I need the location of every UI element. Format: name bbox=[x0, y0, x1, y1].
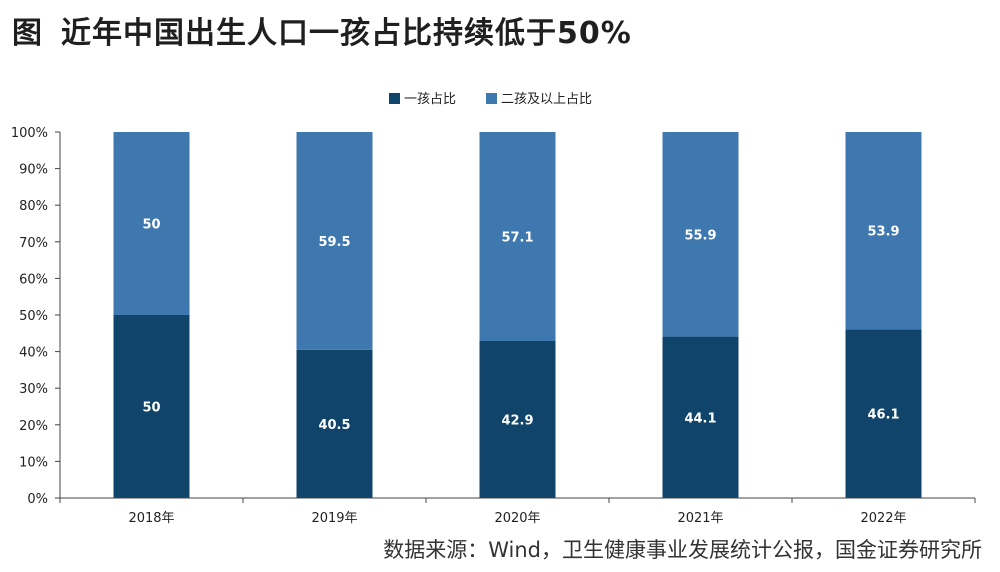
figure-label: 图 bbox=[12, 16, 43, 51]
y-tick-label: 30% bbox=[19, 382, 48, 397]
bar-segment-first-child bbox=[479, 340, 556, 498]
legend: 一孩占比 二孩及以上占比 bbox=[389, 92, 592, 107]
legend-swatch-2 bbox=[486, 93, 497, 104]
y-tick-label: 60% bbox=[19, 272, 48, 287]
y-tick-label: 10% bbox=[19, 455, 48, 470]
bar-segment-second-plus bbox=[479, 132, 556, 341]
bar-segment-second-plus bbox=[296, 132, 373, 350]
data-label: 46.1 bbox=[867, 408, 899, 423]
bar-segment-first-child bbox=[113, 315, 190, 498]
chart-title: 图近年中国出生人口一孩占比持续低于50% bbox=[12, 8, 632, 52]
bars: 50 50 40.5 59.5 42.9 57.1 44.1 55.9 46.1 53.9 bbox=[113, 132, 922, 498]
data-label: 50 bbox=[142, 218, 160, 233]
bar-segment-first-child bbox=[845, 329, 922, 498]
y-tick-label: 100% bbox=[11, 126, 48, 141]
bar-segment-first-child bbox=[662, 336, 739, 498]
data-source: 数据来源：Wind，卫生健康事业发展统计公报，国金证券研究所 bbox=[383, 538, 982, 562]
legend-swatch-1 bbox=[389, 93, 400, 104]
bar-segment-second-plus bbox=[662, 132, 739, 337]
x-tick-label: 2020年 bbox=[494, 511, 540, 526]
x-tick-label: 2018年 bbox=[128, 511, 174, 526]
bar-segment-second-plus bbox=[845, 132, 922, 330]
y-tick-label: 70% bbox=[19, 236, 48, 251]
y-tick-label: 40% bbox=[19, 346, 48, 361]
y-tick-label: 0% bbox=[27, 492, 48, 507]
bar-segment-first-child bbox=[296, 349, 373, 498]
y-tick-label: 50% bbox=[19, 309, 48, 324]
data-label: 57.1 bbox=[501, 230, 533, 245]
data-label: 42.9 bbox=[501, 413, 533, 428]
x-tick-label: 2022年 bbox=[860, 511, 906, 526]
title-text: 近年中国出生人口一孩占比持续低于50% bbox=[61, 16, 632, 51]
x-tick-label: 2019年 bbox=[311, 511, 357, 526]
y-axis: 0% 10% 20% 30% 40% 50% 60% 70% 80% 90% 100% bbox=[11, 126, 61, 507]
data-label: 59.5 bbox=[318, 235, 350, 250]
legend-label-1: 一孩占比 bbox=[404, 92, 456, 107]
data-label: 40.5 bbox=[318, 418, 350, 433]
y-tick-label: 90% bbox=[19, 163, 48, 178]
data-label: 53.9 bbox=[867, 225, 899, 240]
bar-segment-second-plus bbox=[113, 132, 190, 315]
data-label: 50 bbox=[142, 401, 160, 416]
y-tick-label: 20% bbox=[19, 419, 48, 434]
x-tick-label: 2021年 bbox=[677, 511, 723, 526]
legend-label-2: 二孩及以上占比 bbox=[501, 92, 592, 107]
data-label: 55.9 bbox=[684, 228, 716, 243]
x-axis: 2018年 2019年 2020年 2021年 2022年 bbox=[59, 497, 976, 526]
y-tick-label: 80% bbox=[19, 199, 48, 214]
data-label: 44.1 bbox=[684, 411, 716, 426]
